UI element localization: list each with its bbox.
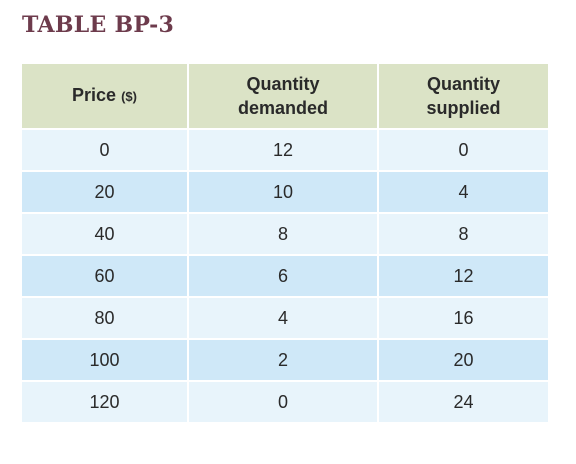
- demanded-header-line2: demanded: [237, 98, 329, 118]
- table-title: TABLE BP-3: [22, 12, 175, 38]
- supplied-cell: 20: [378, 339, 548, 382]
- supplied-header-line1: Quantity: [426, 74, 500, 94]
- table-row: 20 10 4: [22, 171, 548, 214]
- header-row: Price ($) Quantity demanded Quantity sup…: [22, 64, 548, 130]
- price-cell: 20: [22, 171, 189, 214]
- price-header: Price ($): [22, 64, 189, 130]
- table-row: 100 2 20: [22, 339, 548, 382]
- supplied-cell: 24: [378, 381, 548, 424]
- table-row: 60 6 12: [22, 255, 548, 298]
- supplied-cell: 8: [378, 213, 548, 256]
- demanded-cell: 6: [188, 255, 379, 298]
- demanded-cell: 2: [188, 339, 379, 382]
- price-unit-label: ($): [121, 89, 137, 104]
- demanded-header-line1: Quantity: [246, 74, 320, 94]
- supplied-cell: 12: [378, 255, 548, 298]
- table-row: 0 12 0: [22, 129, 548, 172]
- demanded-cell: 0: [188, 381, 379, 424]
- supply-demand-table: Price ($) Quantity demanded Quantity sup…: [22, 64, 548, 424]
- quantity-supplied-header: Quantity supplied: [378, 64, 548, 130]
- demanded-cell: 12: [188, 129, 379, 172]
- quantity-demanded-header: Quantity demanded: [188, 64, 379, 130]
- price-cell: 40: [22, 213, 189, 256]
- price-cell: 60: [22, 255, 189, 298]
- price-cell: 0: [22, 129, 189, 172]
- supplied-cell: 16: [378, 297, 548, 340]
- demanded-cell: 4: [188, 297, 379, 340]
- table-row: 80 4 16: [22, 297, 548, 340]
- price-cell: 80: [22, 297, 189, 340]
- supplied-cell: 0: [378, 129, 548, 172]
- table-row: 40 8 8: [22, 213, 548, 256]
- demanded-cell: 10: [188, 171, 379, 214]
- demanded-cell: 8: [188, 213, 379, 256]
- price-header-label: Price: [72, 85, 117, 105]
- supplied-header-line2: supplied: [426, 98, 501, 118]
- table-row: 120 0 24: [22, 381, 548, 424]
- price-cell: 100: [22, 339, 189, 382]
- supplied-cell: 4: [378, 171, 548, 214]
- price-cell: 120: [22, 381, 189, 424]
